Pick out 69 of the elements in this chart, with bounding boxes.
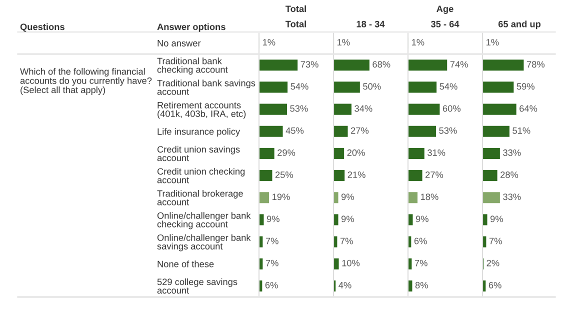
data-label: 1% xyxy=(412,39,424,46)
data-label: 64% xyxy=(520,105,538,112)
data-label: 59% xyxy=(516,83,534,90)
data-label: 7% xyxy=(266,238,278,244)
chart-title: 18 - 34 xyxy=(356,20,385,28)
data-label: 34% xyxy=(354,105,372,112)
data-label: 25% xyxy=(275,172,294,178)
data-label: 33% xyxy=(503,194,521,200)
y-tick-label: Online/challenger bank checking account xyxy=(157,212,251,230)
data-label: 19% xyxy=(272,194,290,200)
chart-title: Total xyxy=(285,20,306,28)
y-tick-label: Traditional bank checking account xyxy=(157,58,228,75)
text: Answer options xyxy=(157,23,226,32)
data-label: 6% xyxy=(265,282,278,288)
data-label: 9% xyxy=(341,194,354,200)
data-label: 20% xyxy=(347,149,365,156)
data-label: 74% xyxy=(450,61,468,68)
text: Questions xyxy=(20,23,64,32)
data-label: 7% xyxy=(489,238,502,244)
data-label: 2% xyxy=(486,260,500,266)
data-label: 53% xyxy=(439,127,457,134)
chart-title: 35 - 64 xyxy=(430,20,460,28)
data-label: 29% xyxy=(278,149,296,156)
data-label: 7% xyxy=(266,260,278,266)
data-label: 1% xyxy=(486,39,499,46)
y-tick-label: Life insurance policy xyxy=(158,128,240,137)
data-label: 54% xyxy=(440,83,458,90)
data-label: 73% xyxy=(300,61,318,68)
data-label: 50% xyxy=(363,83,381,90)
data-label: 9% xyxy=(416,216,428,222)
data-label: 31% xyxy=(428,149,446,156)
y-tick-label: Online/challenger bank savings account xyxy=(157,234,251,252)
data-label: 7% xyxy=(340,238,353,244)
data-label: 33% xyxy=(503,149,521,156)
y-tick-label: Credit union savings account xyxy=(157,146,240,162)
chart-title: 65 and up xyxy=(498,20,541,30)
text: Which of the following financial accounts do you currently have? (Select all that apply) xyxy=(20,68,152,95)
data-label: 4% xyxy=(338,282,352,288)
data-label: 60% xyxy=(442,105,461,112)
data-label: 1% xyxy=(338,39,350,46)
data-label: 9% xyxy=(266,216,280,222)
data-label: 1% xyxy=(263,39,276,46)
y-tick-label: Traditional brokerage account xyxy=(157,190,243,206)
data-label: 8% xyxy=(415,282,428,288)
data-label: 27% xyxy=(351,127,369,134)
y-tick-label: Credit union checking account xyxy=(157,168,245,184)
data-label: 28% xyxy=(500,172,518,178)
data-label: 9% xyxy=(341,216,354,222)
y-tick-label: Traditional bank savings account xyxy=(157,80,256,95)
data-label: 53% xyxy=(290,105,308,112)
data-label: 10% xyxy=(342,260,360,266)
data-label: 27% xyxy=(426,172,444,178)
data-label: 18% xyxy=(420,194,438,200)
data-label: 54% xyxy=(290,83,308,90)
data-label: 21% xyxy=(348,172,366,178)
data-label: 51% xyxy=(512,127,530,134)
data-label: 45% xyxy=(286,127,304,134)
y-tick-label: Retirement accounts (401k, 403b, IRA, etc) xyxy=(158,102,246,119)
y-tick-label: 529 college savings account xyxy=(157,278,238,294)
data-label: 78% xyxy=(526,61,545,68)
text: Total xyxy=(285,5,306,12)
data-label: 68% xyxy=(372,61,390,68)
data-label: 9% xyxy=(490,216,503,222)
data-label: 6% xyxy=(414,238,427,244)
data-label: 7% xyxy=(414,260,428,266)
y-tick-label: No answer xyxy=(158,40,201,46)
data-label: 6% xyxy=(488,282,502,288)
text: Age xyxy=(436,6,454,14)
y-tick-label: None of these xyxy=(158,260,214,268)
